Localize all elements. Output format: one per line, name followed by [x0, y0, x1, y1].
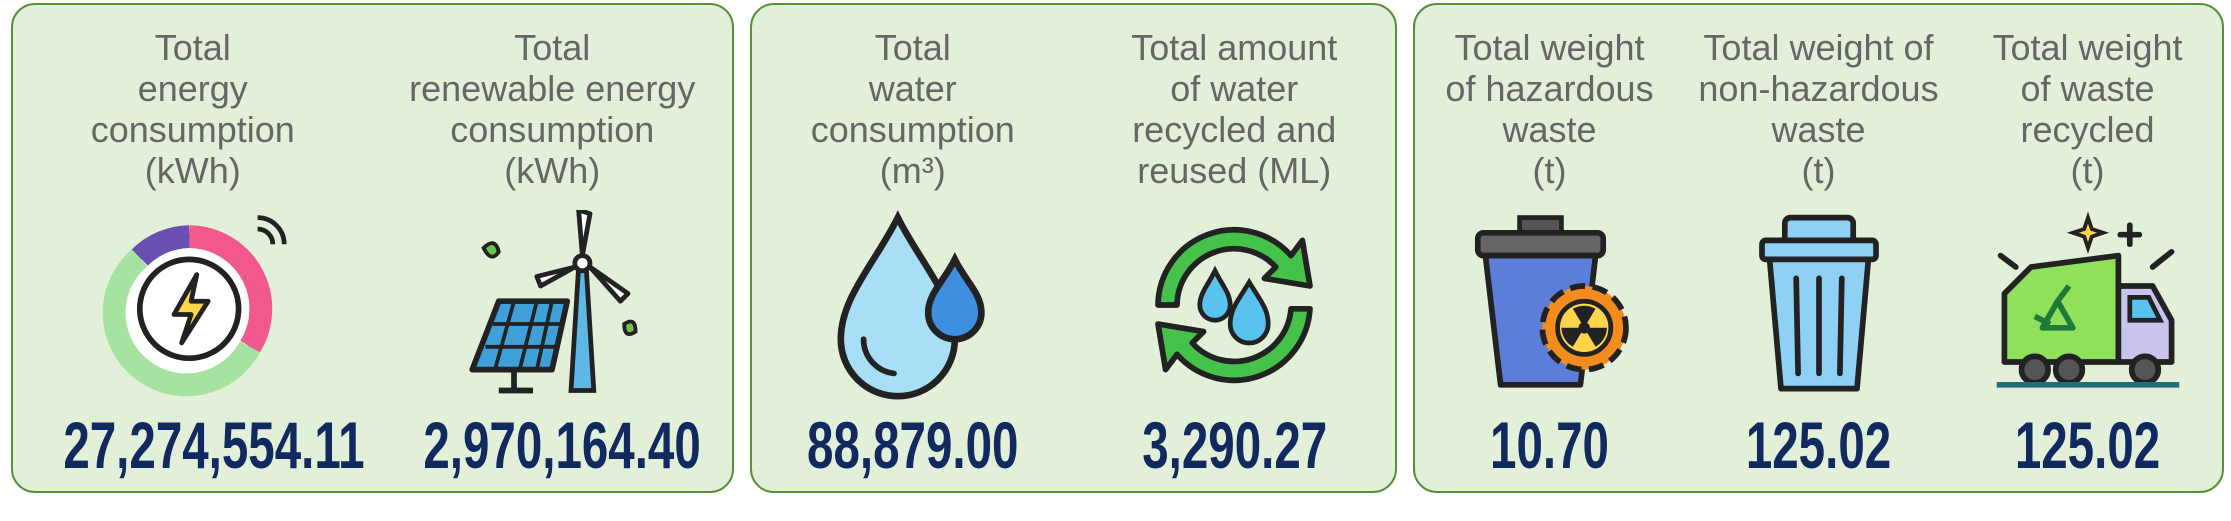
energy-panel: Total energy consumption (kWh) 27,274,55… — [11, 3, 734, 493]
metric: Total weight of hazardous waste (t) 10.7… — [1415, 5, 1684, 491]
label-line: waste — [1771, 109, 1866, 150]
metric-label: Total weight of hazardous waste (t) — [1415, 27, 1684, 191]
metric-value: 88,879.00 — [807, 408, 1019, 482]
label-line: (t) — [1801, 150, 1836, 191]
label-line: water — [868, 68, 957, 109]
metric: Total energy consumption (kWh) 27,274,55… — [13, 5, 373, 491]
label-line: Total — [154, 27, 231, 68]
metric-value: 125.02 — [1745, 408, 1892, 482]
metric: Total amount of water recycled and reuse… — [1074, 5, 1396, 491]
label-line: Total — [514, 27, 591, 68]
label-line: waste — [1502, 109, 1597, 150]
renewable-icon — [469, 210, 638, 394]
metric-value: 3,290.27 — [1141, 408, 1327, 482]
label-line: Total amount — [1131, 27, 1338, 68]
metric: Total renewable energy consumption (kWh)… — [373, 5, 733, 491]
label-line: Total weight — [1454, 27, 1645, 68]
label-line: Total weight — [1992, 27, 2183, 68]
water-icon — [837, 210, 985, 400]
label-line: reused (ML) — [1137, 150, 1332, 191]
label-line: renewable energy — [409, 68, 696, 109]
label-line: Total weight of — [1703, 27, 1934, 68]
label-line: consumption — [90, 109, 295, 150]
metric-label: Total water consumption (m³) — [752, 27, 1074, 191]
label-line: of hazardous — [1445, 68, 1654, 109]
label-line: (kWh) — [144, 150, 241, 191]
metric: Total water consumption (m³) 88,879.00 — [752, 5, 1074, 491]
label-line: consumption — [810, 109, 1015, 150]
label-line: of water — [1170, 68, 1299, 109]
truck-icon — [1996, 211, 2179, 388]
label-line: of waste — [2020, 68, 2155, 109]
water-panel: Total water consumption (m³) 88,879.00 T… — [750, 3, 1397, 493]
label-line: consumption — [450, 109, 655, 150]
metric-label: Total weight of non-hazardous waste (t) — [1684, 27, 1953, 191]
label-line: (kWh) — [504, 150, 601, 191]
hazardous-icon — [1474, 215, 1629, 388]
metric: Total weight of non-hazardous waste (t) … — [1684, 5, 1953, 491]
metric-label: Total renewable energy consumption (kWh) — [373, 27, 733, 191]
metric-value: 2,970,164.40 — [422, 408, 701, 482]
label-line: recycled and — [1132, 109, 1337, 150]
energy-icon — [102, 215, 287, 397]
label-line: (t) — [1532, 150, 1567, 191]
label-line: recycled — [2020, 109, 2155, 150]
metric-value: 125.02 — [2014, 408, 2161, 482]
label-line: energy — [137, 68, 248, 109]
bin-icon — [1758, 214, 1879, 392]
water-recycle-icon — [1155, 227, 1314, 384]
waste-panel: Total weight of hazardous waste (t) 10.7… — [1413, 3, 2224, 493]
label-line: Total — [874, 27, 951, 68]
label-line: (t) — [2070, 150, 2105, 191]
metric-label: Total weight of waste recycled (t) — [1953, 27, 2222, 191]
metric-value: 10.70 — [1490, 408, 1609, 482]
metric-label: Total energy consumption (kWh) — [13, 27, 373, 191]
label-line: (m³) — [879, 150, 946, 191]
metric: Total weight of waste recycled (t) 125.0… — [1953, 5, 2222, 491]
label-line: non-hazardous — [1698, 68, 1939, 109]
metric-value: 27,274,554.11 — [63, 408, 365, 482]
metric-label: Total amount of water recycled and reuse… — [1074, 27, 1396, 191]
